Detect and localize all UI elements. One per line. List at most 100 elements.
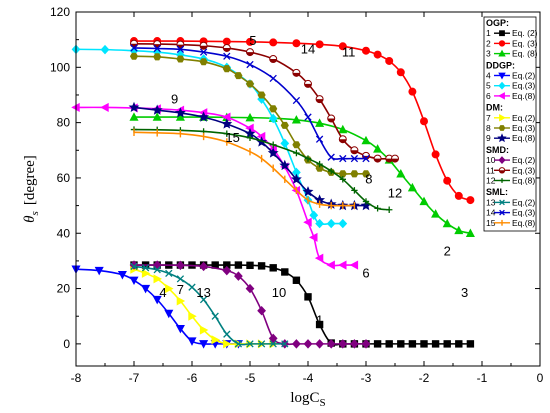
data-point-9: [174, 107, 186, 118]
y-tick-label: 100: [50, 60, 70, 74]
data-point-5: [309, 210, 319, 221]
data-point-11: [304, 79, 312, 88]
legend-swatch-marker: [499, 114, 506, 122]
data-point-14: [362, 154, 370, 163]
legend-swatch-marker: [498, 125, 506, 131]
series-13: [130, 262, 289, 348]
series-line-12: [133, 128, 390, 211]
y-axis-title-symbol: θ: [22, 215, 38, 223]
data-point-8: [199, 58, 208, 66]
data-point-3: [175, 112, 185, 121]
data-point-12: [270, 141, 277, 148]
data-point-3: [129, 112, 139, 121]
data-point-9: [221, 118, 233, 129]
data-point-6: [338, 260, 347, 270]
data-point-6: [303, 217, 312, 227]
legend-entry-label: Eq.(2): [512, 197, 535, 207]
data-point-14: [350, 154, 359, 163]
data-point-8: [176, 55, 185, 63]
data-point-7: [153, 274, 162, 284]
legend-entry-number: 13: [486, 197, 496, 207]
legend-entry-number: 4: [486, 71, 491, 81]
data-point-11-fill: [350, 150, 358, 154]
data-point-11: [327, 114, 336, 123]
curve-label-15: 15: [225, 130, 239, 145]
data-point-8: [350, 170, 359, 178]
data-point-2: [466, 196, 475, 205]
data-point-4: [141, 284, 151, 294]
data-point-10: [350, 339, 359, 349]
data-point-1: [315, 320, 324, 329]
legend-swatch-marker: [499, 199, 505, 206]
data-point-1: [292, 276, 301, 284]
curve-label-3: 3: [461, 285, 468, 300]
data-point-13: [223, 330, 231, 338]
curve-label-9: 9: [171, 91, 178, 106]
legend-swatch-marker: [498, 40, 506, 47]
data-point-10: [176, 260, 185, 271]
data-point-8: [245, 80, 255, 88]
data-point-11-fill: [391, 158, 399, 163]
data-point-9: [267, 147, 279, 158]
legend-swatch-marker: [498, 156, 506, 165]
data-point-7: [223, 339, 232, 349]
data-point-11: [199, 41, 208, 50]
x-tick-label: 0: [537, 371, 544, 385]
legend-entry-number: 2: [486, 38, 491, 48]
data-point-3: [431, 209, 441, 218]
data-point-8: [234, 72, 243, 80]
data-point-10: [268, 333, 278, 344]
data-point-14: [292, 96, 301, 105]
data-point-11: [246, 48, 254, 57]
legend-entry-number: 5: [486, 81, 491, 91]
curve-label-14: 14: [301, 41, 315, 56]
data-point-2: [338, 42, 347, 51]
data-point-1: [385, 340, 393, 348]
data-point-13: [211, 312, 219, 320]
legend-group-title: DDGP:: [486, 60, 515, 70]
data-point-10: [199, 261, 208, 272]
data-point-12: [246, 134, 254, 142]
data-point-11: [269, 55, 278, 64]
data-point-4: [175, 324, 185, 334]
data-point-10: [257, 305, 266, 316]
data-point-14: [339, 154, 347, 163]
data-point-10: [234, 271, 243, 281]
legend-entry-label: Eq.(8): [512, 133, 535, 143]
data-point-11-fill: [304, 83, 312, 88]
data-point-3: [373, 144, 383, 153]
data-point-8: [269, 105, 278, 113]
legend-entry-number: 14: [486, 208, 496, 218]
data-point-12: [328, 167, 335, 175]
data-point-2: [269, 38, 278, 47]
legend-entry-label: Eq. (2): [512, 28, 538, 38]
data-point-9: [198, 111, 210, 122]
data-point-2: [408, 87, 417, 96]
legend-entry-label: Eq.(3): [512, 123, 535, 133]
data-point-12: [339, 176, 346, 183]
data-point-6: [314, 253, 324, 263]
legend-swatch-marker: [499, 30, 505, 37]
legend-swatch-marker: [499, 209, 505, 216]
legend-entry-label: Eq.(8): [512, 176, 535, 186]
x-axis-title: logCS: [290, 390, 325, 409]
y-axis-title: θs [degree]: [22, 155, 41, 223]
curve-label-2: 2: [444, 243, 451, 258]
data-point-3: [396, 169, 406, 178]
data-point-14: [130, 44, 138, 52]
x-tick-label: -6: [187, 371, 198, 385]
curve-label-5: 5: [249, 33, 256, 48]
data-point-2: [315, 40, 324, 49]
legend-group-title: SMD:: [486, 145, 509, 155]
data-point-12: [351, 187, 358, 194]
curve-label-1: 1: [316, 313, 323, 328]
x-tick-label: -8: [71, 371, 82, 385]
data-point-2: [373, 50, 382, 59]
data-point-2: [431, 150, 440, 159]
x-tick-label: -1: [477, 371, 488, 385]
axis-layer: -8 -7 -6 -5 -4 -3 -2 -1 0 0 20 40 60 80 100 120: [50, 5, 544, 385]
data-point-4: [117, 271, 127, 280]
data-point-8: [153, 53, 162, 61]
